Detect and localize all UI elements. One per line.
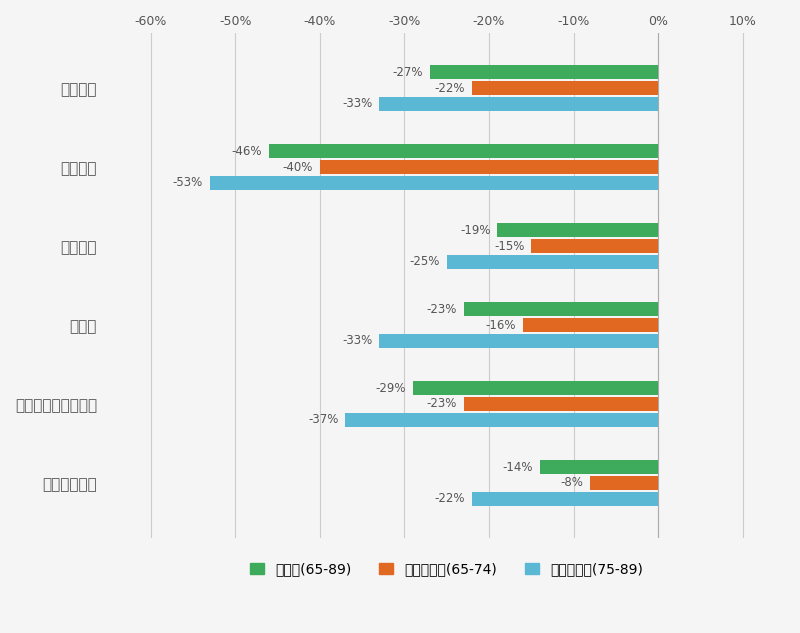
Bar — [590, 476, 658, 490]
Text: -8%: -8% — [561, 477, 584, 489]
Text: -33%: -33% — [342, 334, 372, 348]
Bar — [498, 223, 658, 237]
Text: -15%: -15% — [494, 239, 525, 253]
Text: -22%: -22% — [434, 82, 466, 95]
Text: -23%: -23% — [426, 398, 457, 410]
Text: -29%: -29% — [375, 382, 406, 395]
Bar — [446, 255, 658, 269]
Bar — [430, 65, 658, 79]
Text: -37%: -37% — [308, 413, 338, 426]
Bar — [463, 303, 658, 316]
Bar — [379, 334, 658, 348]
Bar — [472, 492, 658, 506]
Text: -40%: -40% — [282, 161, 313, 173]
Text: -46%: -46% — [232, 145, 262, 158]
Text: -33%: -33% — [342, 97, 372, 110]
Bar — [413, 381, 658, 395]
Bar — [463, 397, 658, 411]
Bar — [320, 160, 658, 174]
Text: -14%: -14% — [502, 461, 533, 473]
Bar — [522, 318, 658, 332]
Text: -16%: -16% — [486, 318, 516, 332]
Bar — [531, 239, 658, 253]
Text: -25%: -25% — [410, 255, 440, 268]
Bar — [269, 144, 658, 158]
Bar — [210, 176, 658, 190]
Bar — [540, 460, 658, 474]
Text: -23%: -23% — [426, 303, 457, 316]
Legend: 高齢者(65-89), 前期高齢者(65-74), 後期高齢者(75-89): 高齢者(65-89), 前期高齢者(65-74), 後期高齢者(75-89) — [245, 556, 648, 582]
Bar — [472, 81, 658, 95]
Bar — [379, 97, 658, 111]
Text: -27%: -27% — [393, 66, 423, 79]
Text: -22%: -22% — [434, 492, 466, 505]
Bar — [345, 413, 658, 427]
Text: -19%: -19% — [460, 224, 490, 237]
Text: -53%: -53% — [173, 177, 203, 189]
